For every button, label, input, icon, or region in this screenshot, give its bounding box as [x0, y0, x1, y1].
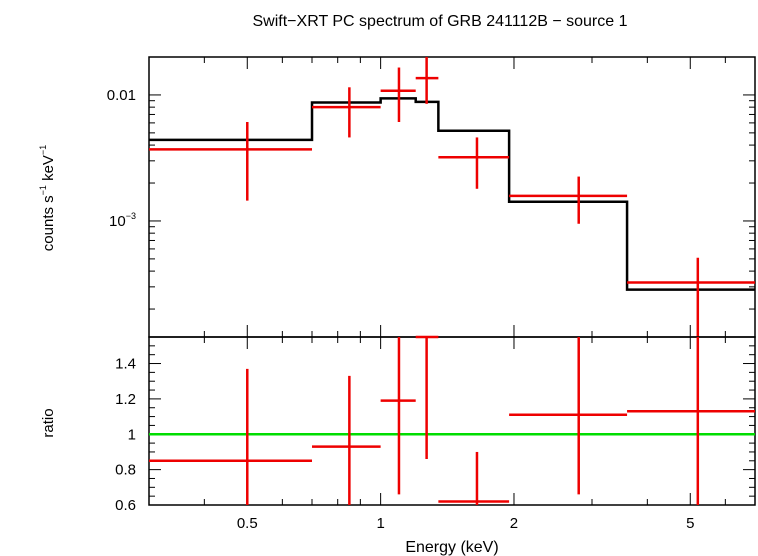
y-tick-label: 0.01 [107, 87, 136, 104]
y-tick-label: 0.8 [115, 462, 136, 479]
x-tick-label: 2 [510, 515, 518, 532]
y-tick-label: 1.2 [115, 391, 136, 408]
y-tick-label-exponent: −3 [126, 211, 136, 221]
y-tick-label-text: 0.01 [107, 87, 136, 104]
y-tick-label-text: 1.4 [115, 356, 136, 373]
chart-title: Swift−XRT PC spectrum of GRB 241112B − s… [253, 13, 628, 30]
y-tick-label: 1 [128, 426, 136, 443]
y-tick-label-text: 0.6 [115, 497, 136, 514]
ratio-frame [148, 336, 756, 506]
ratio-panel: 0.5 1 2 5 0.6 0.8 1 1.2 1.4 [115, 335, 756, 532]
y-tick-label-text: 0.8 [115, 462, 136, 479]
x-tick-label: 5 [686, 515, 694, 532]
y-tick-label-text: 10 [109, 213, 126, 230]
y-tick-label-text: 1 [128, 426, 136, 443]
model-step-line [149, 97, 755, 291]
y-tick-label: 10−3 [109, 211, 136, 230]
x-tick-label: 0.5 [237, 515, 258, 532]
spectrum-panel: 0.01 10−3 [107, 56, 756, 338]
y-axis-label-spectrum: counts s−1 keV−1 [38, 145, 57, 251]
y-tick-label: 0.6 [115, 497, 136, 514]
y-tick-label-text: 1.2 [115, 391, 136, 408]
x-tick-label: 1 [376, 515, 384, 532]
spectrum-frame [148, 56, 756, 338]
x-axis-label: Energy (keV) [405, 539, 498, 556]
y-axis-label-ratio: ratio [40, 408, 57, 437]
y-tick-label: 1.4 [115, 356, 136, 373]
